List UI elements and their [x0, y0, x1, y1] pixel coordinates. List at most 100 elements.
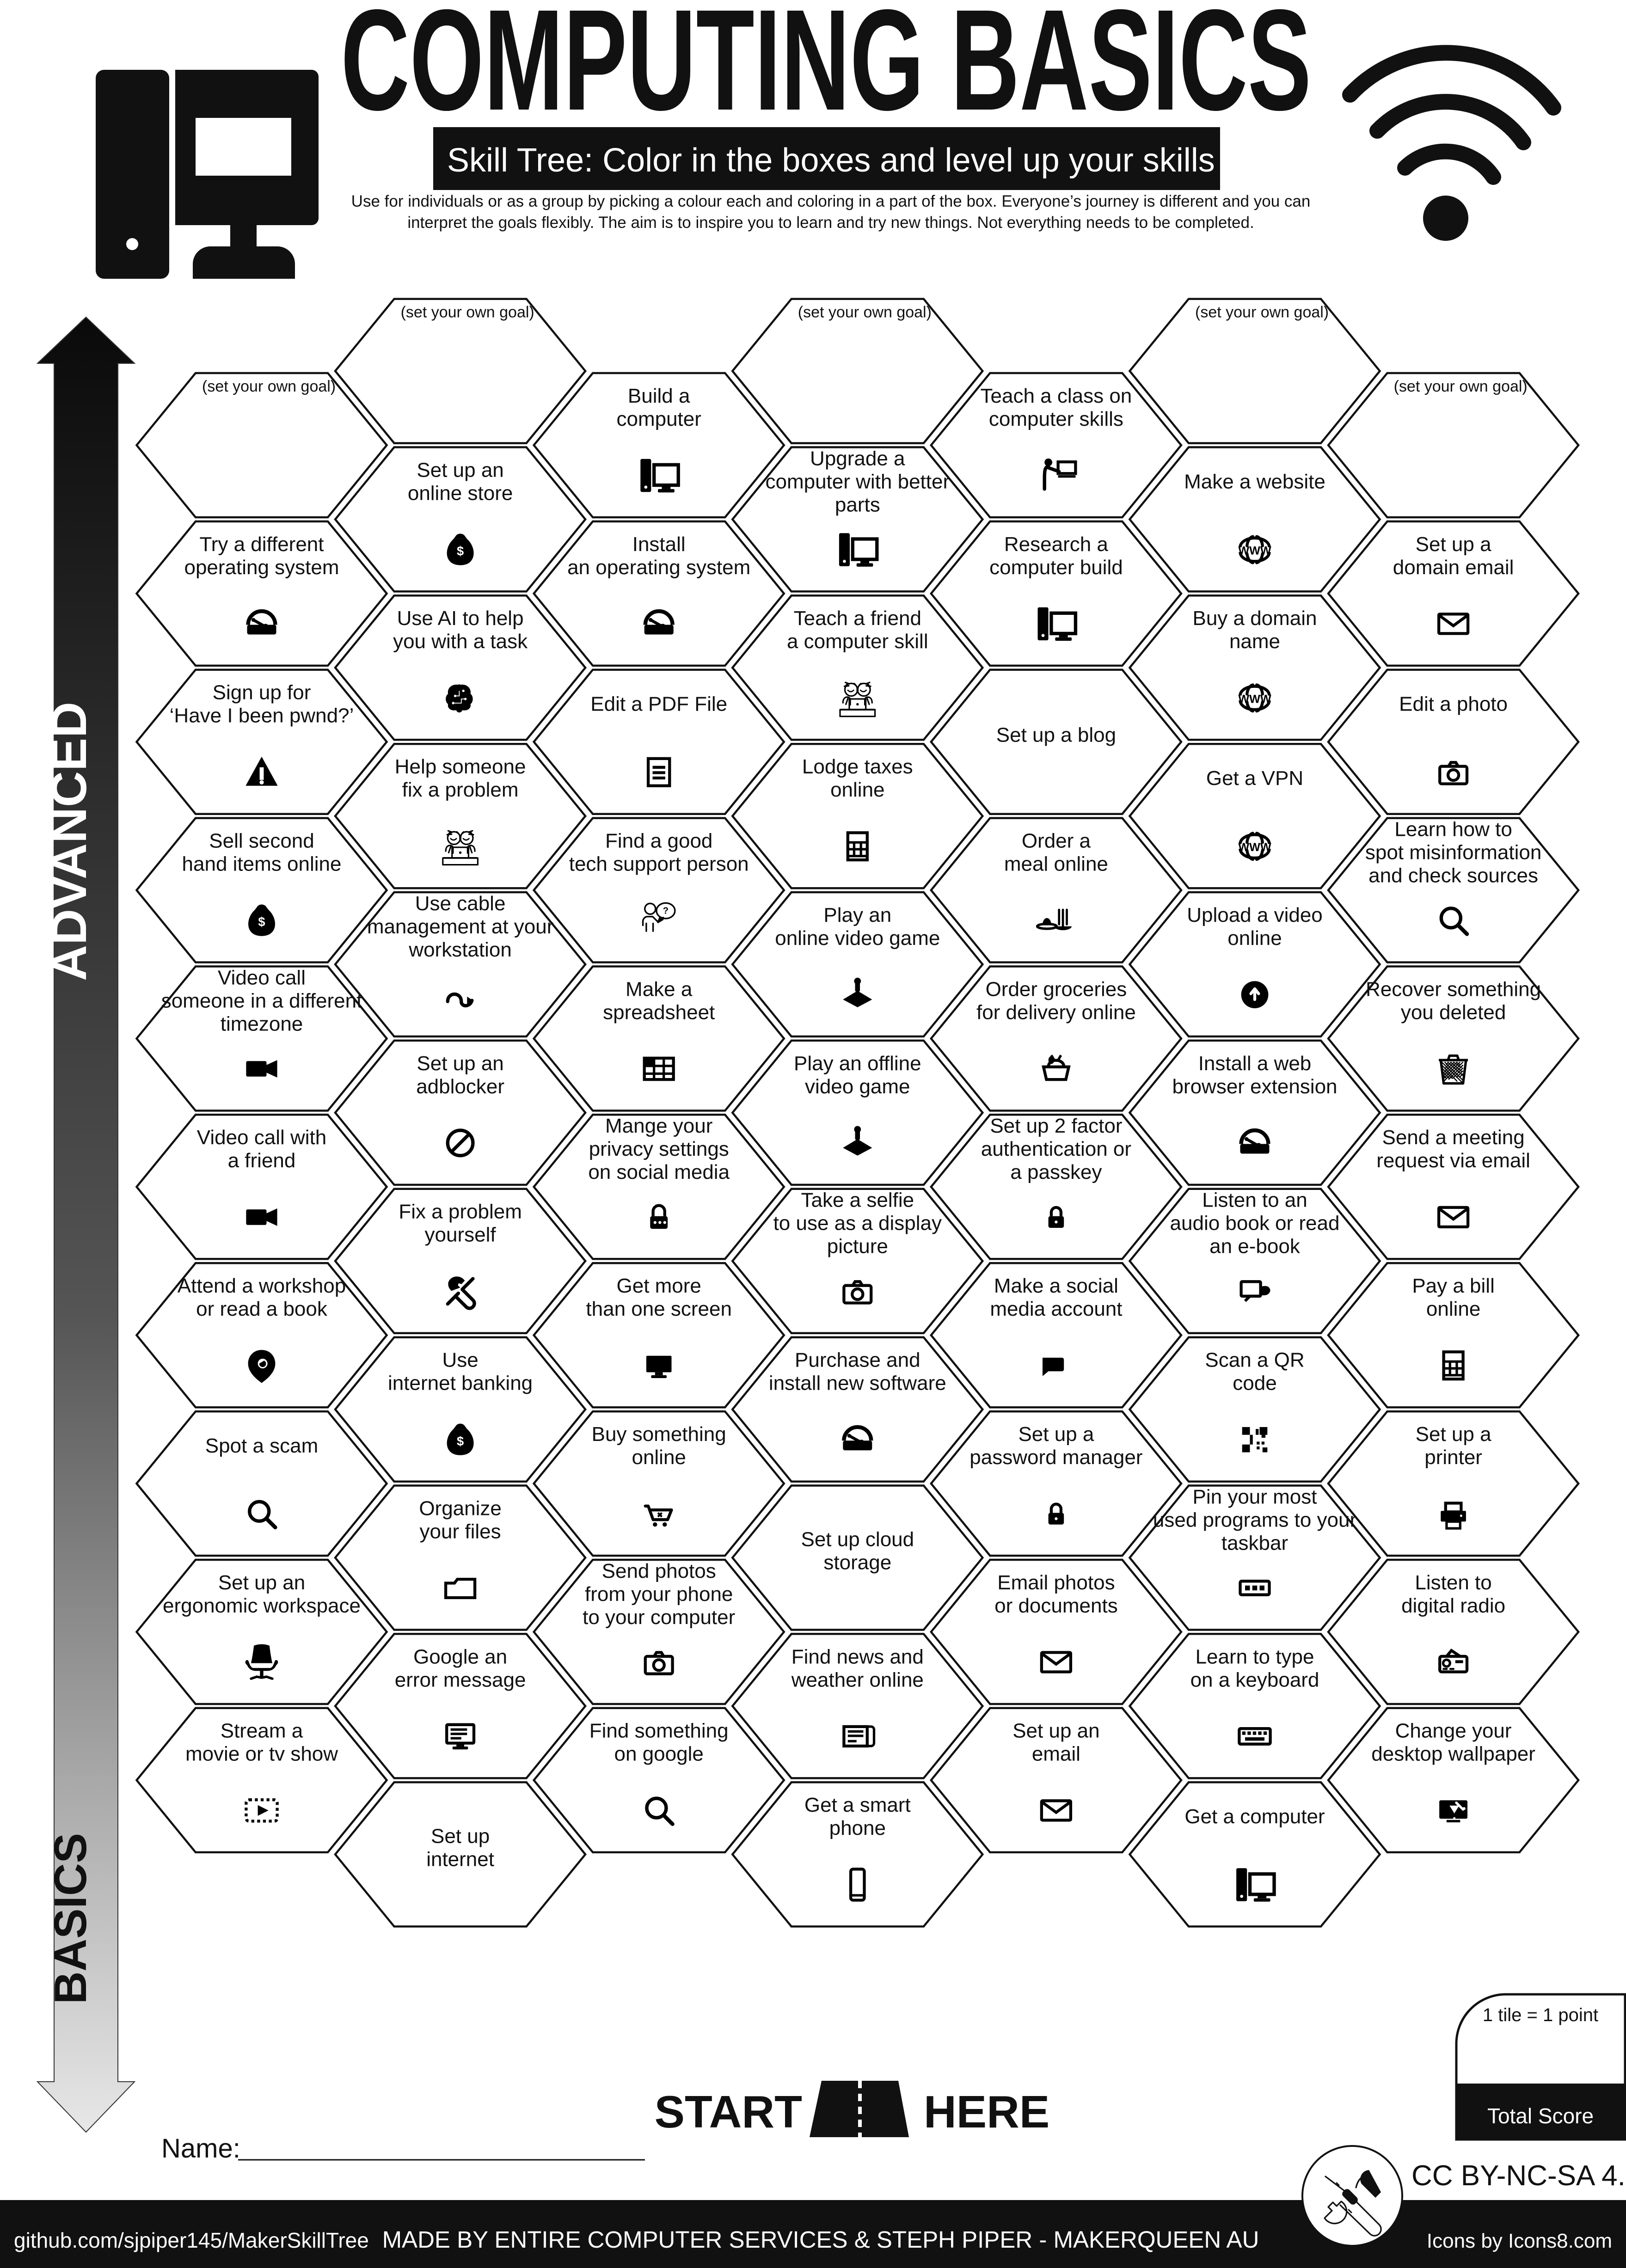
svg-text:Set up cloud: Set up cloud	[801, 1528, 914, 1551]
svg-text:Email photos: Email photos	[997, 1571, 1115, 1594]
svg-text:$: $	[457, 544, 464, 558]
svg-text:error message: error message	[395, 1668, 526, 1691]
svg-text:HERE: HERE	[924, 2086, 1049, 2137]
svg-text:someone in a different: someone in a different	[161, 989, 362, 1012]
svg-text:tech support person: tech support person	[569, 853, 749, 876]
svg-text:Find a good: Find a good	[605, 830, 712, 852]
svg-text:to your computer: to your computer	[583, 1606, 735, 1629]
svg-text:WWW: WWW	[1238, 545, 1271, 558]
svg-text:on a keyboard: on a keyboard	[1190, 1668, 1319, 1691]
svg-text:Try a different: Try a different	[199, 533, 324, 556]
svg-text:Upgrade a: Upgrade a	[810, 447, 905, 470]
svg-text:internet banking: internet banking	[388, 1372, 533, 1395]
svg-text:(set your own goal): (set your own goal)	[1195, 304, 1329, 321]
svg-text:Set up an: Set up an	[417, 459, 503, 481]
svg-text:timezone: timezone	[221, 1012, 303, 1035]
svg-text:ADVANCED: ADVANCED	[41, 702, 97, 981]
svg-text:on google: on google	[614, 1743, 704, 1765]
svg-text:START: START	[655, 2086, 802, 2137]
svg-text:WWW: WWW	[1238, 841, 1271, 854]
svg-text:Purchase and: Purchase and	[795, 1349, 920, 1372]
svg-text:Install a web: Install a web	[1198, 1052, 1312, 1075]
svg-text:WWW: WWW	[1238, 693, 1271, 705]
svg-text:Skill Tree: Color in the boxe: Skill Tree: Color in the boxes and level…	[447, 142, 1215, 179]
svg-text:than one screen: than one screen	[586, 1298, 732, 1320]
svg-text:Send a meeting: Send a meeting	[1382, 1126, 1524, 1149]
svg-text:Set up: Set up	[431, 1825, 490, 1847]
svg-text:digital radio: digital radio	[1401, 1594, 1505, 1617]
svg-text:fix a problem: fix a problem	[402, 778, 519, 801]
svg-text:Use cable: Use cable	[415, 892, 506, 915]
svg-text:Play an offline: Play an offline	[794, 1052, 921, 1075]
svg-text:picture: picture	[827, 1235, 888, 1258]
svg-text:online store: online store	[408, 482, 513, 504]
svg-text:Pin your most: Pin your most	[1193, 1485, 1317, 1508]
svg-text:yourself: yourself	[425, 1224, 497, 1246]
svg-text:Help someone: Help someone	[395, 755, 526, 778]
svg-text:Mange your: Mange your	[605, 1115, 712, 1137]
svg-text:Order groceries: Order groceries	[986, 978, 1127, 1000]
svg-text:Use AI to help: Use AI to help	[397, 607, 524, 630]
svg-text:COMPUTING BASICS: COMPUTING BASICS	[341, 0, 1311, 140]
svg-text:a computer skill: a computer skill	[787, 630, 928, 653]
svg-text:spot misinformation: spot misinformation	[1365, 841, 1541, 864]
svg-text:Make a social: Make a social	[994, 1275, 1118, 1297]
svg-text:on social media: on social media	[588, 1161, 730, 1183]
svg-text:Buy a domain: Buy a domain	[1192, 607, 1317, 630]
svg-text:Learn to type: Learn to type	[1196, 1645, 1314, 1668]
svg-text:request via email: request via email	[1376, 1149, 1530, 1172]
svg-text:Icons by Icons8.com: Icons by Icons8.com	[1427, 2230, 1612, 2252]
svg-text:management at your: management at your	[367, 915, 554, 938]
svg-text:Name:: Name:	[161, 2133, 240, 2164]
svg-text:Edit a photo: Edit a photo	[1399, 693, 1508, 716]
svg-text:privacy settings: privacy settings	[589, 1138, 729, 1160]
svg-text:Sell second: Sell second	[209, 830, 314, 852]
svg-text:operating system: operating system	[184, 556, 339, 579]
svg-text:taskbar: taskbar	[1221, 1532, 1288, 1554]
svg-text:Play an: Play an	[823, 904, 891, 926]
svg-text:ergonomic workspace: ergonomic workspace	[163, 1594, 361, 1617]
svg-text:browser extension: browser extension	[1172, 1075, 1337, 1098]
svg-text:Take a selfie: Take a selfie	[801, 1189, 914, 1212]
svg-text:computer skills: computer skills	[989, 408, 1123, 430]
svg-text:you with a task: you with a task	[393, 630, 528, 653]
svg-text:Install: Install	[632, 533, 686, 556]
svg-text:Set up a blog: Set up a blog	[996, 724, 1116, 747]
svg-text:your files: your files	[420, 1520, 501, 1543]
svg-text:computer build: computer build	[989, 556, 1123, 579]
svg-text:desktop wallpaper: desktop wallpaper	[1371, 1743, 1535, 1765]
svg-text:Attend a workshop: Attend a workshop	[178, 1275, 346, 1297]
svg-text:Video call: Video call	[218, 966, 306, 989]
svg-text:Fix a problem: Fix a problem	[399, 1201, 522, 1223]
svg-text:or read a book: or read a book	[196, 1298, 328, 1320]
svg-text:Listen to: Listen to	[1415, 1571, 1491, 1594]
svg-text:Learn how to: Learn how to	[1394, 818, 1512, 841]
svg-text:password manager: password manager	[969, 1446, 1142, 1469]
svg-text:computer: computer	[616, 408, 701, 430]
svg-text:(set your own goal): (set your own goal)	[202, 378, 336, 395]
svg-text:email: email	[1032, 1743, 1080, 1765]
svg-text:media account: media account	[990, 1298, 1122, 1320]
svg-text:MADE BY ENTIRE COMPUTER SERVIC: MADE BY ENTIRE COMPUTER SERVICES & STEPH…	[382, 2226, 1259, 2253]
svg-text:Sign up for: Sign up for	[213, 681, 311, 704]
svg-text:online: online	[830, 778, 884, 801]
svg-text:(set your own goal): (set your own goal)	[798, 304, 932, 321]
svg-text:Set up an: Set up an	[417, 1052, 503, 1075]
svg-text:(set your own goal): (set your own goal)	[401, 304, 534, 321]
svg-text:Use: Use	[442, 1349, 478, 1372]
svg-text:Get a computer: Get a computer	[1184, 1805, 1325, 1828]
svg-text:Research a: Research a	[1004, 533, 1109, 556]
svg-text:online video game: online video game	[775, 927, 940, 950]
svg-text:audio book or read: audio book or read	[1170, 1212, 1340, 1235]
svg-text:Use for individuals or as a gr: Use for individuals or as a group by pic…	[351, 192, 1311, 210]
svg-text:Make a website: Make a website	[1184, 470, 1325, 493]
svg-text:1 tile = 1 point: 1 tile = 1 point	[1483, 2005, 1598, 2025]
svg-text:an operating system: an operating system	[567, 556, 750, 579]
svg-text:Teach a friend: Teach a friend	[794, 607, 921, 630]
svg-text:online: online	[1426, 1298, 1480, 1320]
svg-text:you deleted: you deleted	[1401, 1001, 1506, 1024]
svg-text:for delivery online: for delivery online	[976, 1001, 1136, 1024]
svg-text:$: $	[457, 1434, 464, 1448]
svg-text:interpret the goals flexibly.: interpret the goals flexibly. The aim is…	[407, 214, 1254, 232]
svg-text:Get a smart: Get a smart	[804, 1794, 911, 1816]
